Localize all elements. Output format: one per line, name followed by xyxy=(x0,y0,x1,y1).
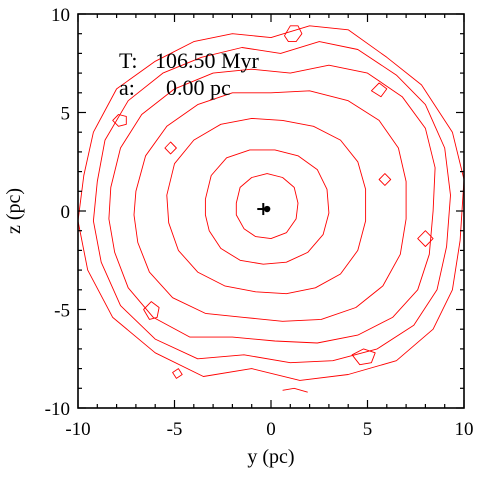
axis-ticks xyxy=(77,13,465,409)
contour-line-6 xyxy=(204,149,330,265)
contour-line-2 xyxy=(92,41,451,364)
y-tick-label: -10 xyxy=(45,399,70,420)
contour-segment-1 xyxy=(282,387,308,393)
contour-line-7 xyxy=(235,173,299,240)
contour-line-11 xyxy=(351,348,376,366)
center-dot-marker xyxy=(263,205,271,213)
y-tick-label: 10 xyxy=(51,5,70,26)
y-tick-label: 0 xyxy=(61,202,71,223)
time-label: T: xyxy=(119,48,137,73)
x-tick-label: 0 xyxy=(266,419,276,440)
x-tick-label: 10 xyxy=(455,419,474,440)
y-tick-label: -5 xyxy=(54,301,70,322)
contour-line-16 xyxy=(378,173,392,186)
time-value: 106.50 Myr xyxy=(155,48,260,73)
contour-line-8 xyxy=(284,25,303,43)
contour-line-4 xyxy=(133,90,407,322)
x-tick-label: -10 xyxy=(65,419,90,440)
contour-line-15 xyxy=(164,141,177,155)
a-value: 0.00 pc xyxy=(166,75,231,100)
contour-line-9 xyxy=(112,114,127,127)
contour-line-14 xyxy=(417,230,434,247)
y-tick-label: 5 xyxy=(61,104,71,125)
contour-line-13 xyxy=(370,82,388,98)
y-axis-title: z (pc) xyxy=(3,188,25,234)
contour-line-10 xyxy=(143,301,160,320)
contour-line-3 xyxy=(108,64,436,344)
contour-line-12 xyxy=(172,368,183,379)
marker-layer xyxy=(257,203,271,216)
x-tick-label: -5 xyxy=(167,419,183,440)
contour-lines xyxy=(77,25,465,393)
contour-line-1 xyxy=(77,25,465,381)
x-tick-label: 5 xyxy=(363,419,373,440)
x-axis-title: y (pc) xyxy=(247,446,294,468)
a-label: a: xyxy=(119,75,135,100)
contour-line-5 xyxy=(166,117,367,295)
axis-tick-labels: -10 -5 0 5 10 -10 -5 0 5 10 xyxy=(45,5,474,440)
